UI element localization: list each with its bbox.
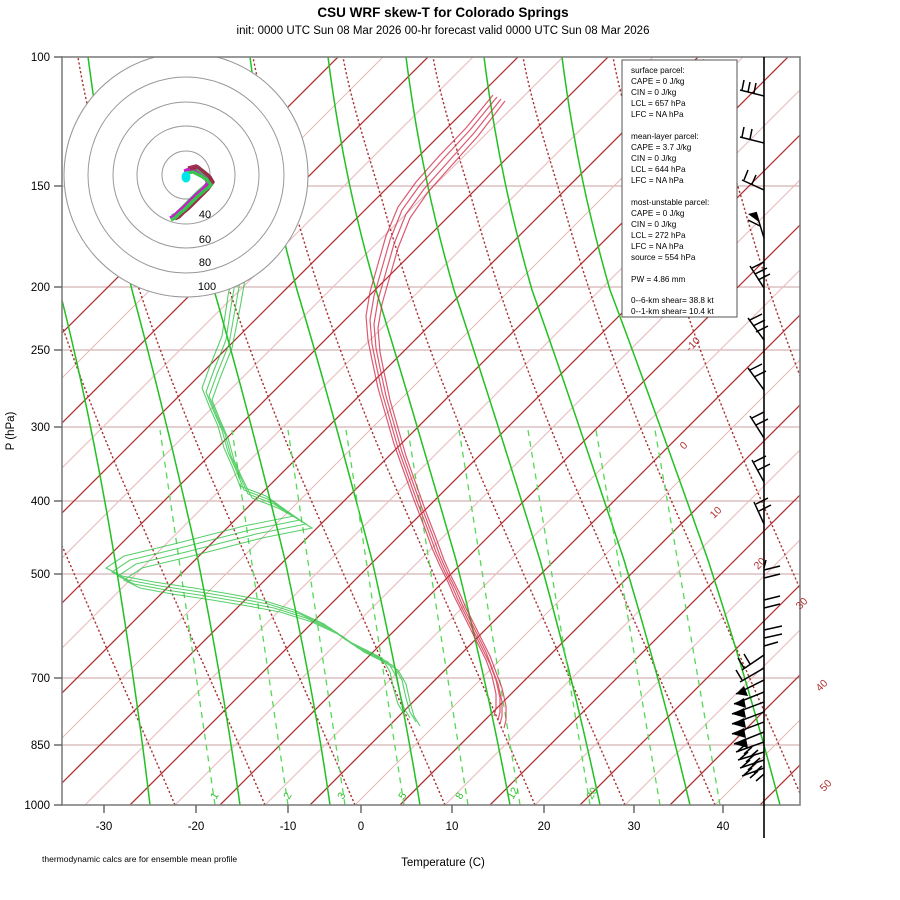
surface-parcel-line: CAPE = 0 J/kg: [631, 77, 685, 86]
most-unstable-parcel-heading: most-unstable parcel:: [631, 198, 709, 207]
mixing-ratio-label: 5: [396, 790, 409, 801]
most-unstable-parcel-line: source = 554 hPa: [631, 253, 696, 262]
temperature-axis: -30 -20 -10 0 10 20 30 40 Temperature (C…: [96, 805, 730, 869]
temperature-tick-label: -30: [96, 821, 113, 833]
temperature-tick-label: 0: [358, 821, 364, 833]
surface-parcel-line: CIN = 0 J/kg: [631, 88, 677, 97]
hodograph-inset: [64, 57, 308, 297]
pressure-tick-label: 500: [31, 569, 50, 581]
hodograph-storm-motion-marker: [181, 171, 191, 183]
most-unstable-parcel-line: CIN = 0 J/kg: [631, 220, 677, 229]
temperature-axis-label: Temperature (C): [401, 857, 485, 869]
parameter-box: surface parcel: CAPE = 0 J/kg CIN = 0 J/…: [621, 59, 738, 318]
isotherm-label: 10: [708, 504, 725, 521]
hodograph-ring-label: 40: [199, 209, 211, 221]
pressure-axis: 100 150 200 250 300 400 500 700 850 1000…: [5, 52, 62, 812]
mean-layer-parcel-heading: mean-layer parcel:: [631, 132, 699, 141]
isotherm-label: 40: [814, 677, 831, 694]
pressure-tick-label: 100: [31, 52, 50, 64]
most-unstable-parcel-line: LFC = NA hPa: [631, 242, 684, 251]
hodograph-outer-ring: [63, 57, 309, 298]
hodograph-traces: [169, 164, 216, 222]
mixing-ratio-label: 1: [208, 790, 221, 801]
pressure-tick-label: 250: [31, 345, 50, 357]
temperature-tick-label: 10: [446, 821, 459, 833]
precipitable-water-value: PW = 4.86 mm: [631, 275, 686, 284]
mean-layer-parcel-line: CIN = 0 J/kg: [631, 154, 677, 163]
page-subtitle: init: 0000 UTC Sun 08 Mar 2026 00-hr for…: [237, 25, 650, 37]
hodograph-ring-label: 80: [199, 257, 211, 269]
pressure-tick-label: 700: [31, 673, 50, 685]
surface-parcel-line: LCL = 657 hPa: [631, 99, 686, 108]
mean-layer-parcel-line: LCL = 644 hPa: [631, 165, 686, 174]
hodograph-ring-label: 60: [199, 234, 211, 246]
wind-barbs: [731, 79, 783, 782]
mixing-ratio-label: 3: [335, 790, 348, 801]
mixing-ratio-labels: 1 2 3 5 8 12 20: [208, 785, 600, 801]
pressure-tick-label: 1000: [24, 800, 50, 812]
hodograph-rings: [64, 57, 308, 297]
pressure-axis-label: P (hPa): [5, 411, 17, 450]
isotherm-label: 0: [678, 439, 691, 452]
pressure-tick-label: 150: [31, 181, 50, 193]
pressure-tick-label: 400: [31, 496, 50, 508]
footnote: thermodynamic calcs are for ensemble mea…: [42, 854, 237, 864]
most-unstable-parcel-line: LCL = 272 hPa: [631, 231, 686, 240]
plot-interior: [62, 57, 800, 805]
mixing-ratio-label: 12: [505, 785, 521, 801]
temperature-tick-label: -20: [188, 821, 205, 833]
mixing-ratio-lines: [159, 429, 721, 805]
wind-barb-panel: [731, 57, 783, 838]
shear-0-1km-value: 0--1-km shear= 10.4 kt: [631, 307, 714, 316]
hodograph-ring-label: 100: [198, 281, 216, 293]
plot-frame: [61, 56, 801, 806]
temperature-tick-label: 40: [717, 821, 730, 833]
shear-0-6km-value: 0--6-km shear= 38.8 kt: [631, 296, 714, 305]
most-unstable-parcel-line: CAPE = 0 J/kg: [631, 209, 685, 218]
mean-layer-parcel-line: LFC = NA hPa: [631, 176, 684, 185]
mixing-ratio-label: 20: [584, 785, 600, 801]
page-title: CSU WRF skew-T for Colorado Springs: [317, 5, 568, 20]
surface-parcel-line: LFC = NA hPa: [631, 110, 684, 119]
temperature-tick-label: 20: [538, 821, 551, 833]
dewpoint-profile: [104, 251, 421, 727]
isotherm-label: 50: [818, 777, 835, 794]
isotherm-label: 30: [794, 595, 811, 612]
pressure-tick-label: 300: [31, 422, 50, 434]
pressure-tick-label: 200: [31, 282, 50, 294]
temperature-tick-label: -10: [280, 821, 297, 833]
mixing-ratio-label: 2: [281, 790, 294, 801]
mixing-ratio-label: 8: [453, 790, 466, 801]
temperature-profile: [365, 94, 507, 729]
pressure-tick-label: 850: [31, 740, 50, 752]
hodograph-ring-labels: 40 60 80 100: [198, 209, 216, 293]
temperature-tick-label: 30: [628, 821, 641, 833]
surface-parcel-heading: surface parcel:: [631, 66, 685, 75]
mean-layer-parcel-line: CAPE = 3.7 J/kg: [631, 143, 692, 152]
